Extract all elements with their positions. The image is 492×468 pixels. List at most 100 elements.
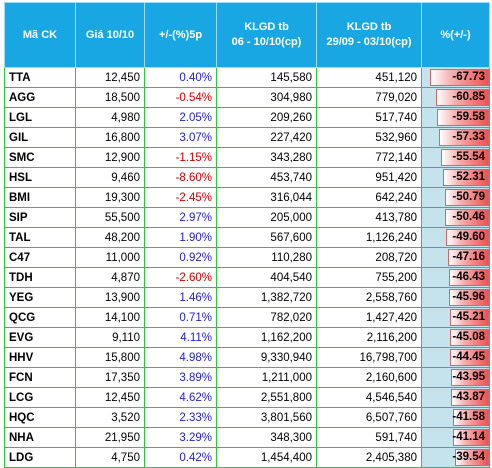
volume-previous-cell: 451,120 [316,67,422,88]
ticker-code: FCN [4,367,76,388]
pct-value: -45.21 [452,311,485,323]
volume-previous-cell: 16,798,700 [316,347,422,368]
change-cell: 0.42% [144,447,217,468]
table-row[interactable]: TTA 12,450 0.40% 145,580 451,120 -67.73 [4,67,490,88]
table-row[interactable]: NHA 21,950 3.29% 348,300 591,740 -41.14 [4,427,490,448]
pct-bar-fill [430,69,489,86]
pct-value: -43.95 [452,371,485,383]
price-cell: 3,520 [75,407,145,428]
volume-current-cell: 145,580 [216,67,317,88]
ticker-code: C47 [4,247,76,268]
pct-bar-cell: -50.79 [421,187,490,208]
table-row[interactable]: LCG 12,450 4.62% 2,551,800 4,546,540 -43.87 [4,387,490,408]
price-cell: 4,980 [75,107,145,128]
table-row[interactable]: SMC 12,900 -1.15% 343,280 772,140 -55.54 [4,147,490,168]
table-row[interactable]: LDG 4,750 0.42% 1,454,400 2,405,380 -39.54 [4,447,490,468]
pct-bar-fill [450,349,489,366]
price-cell: 17,350 [75,367,145,388]
header-volume-current-line1: KLGD tb [244,21,289,33]
pct-bar-fill [444,189,489,206]
volume-current-cell: 9,330,940 [216,347,317,368]
pct-bar-fill [445,209,489,226]
pct-bar-fill [449,329,489,346]
header-row: Mã CK Giá 10/10 +/-(%)5p KLGD tb 06 - 10/… [4,2,490,68]
table-row[interactable]: HSL 9,460 -8.60% 453,740 951,420 -52.31 [4,167,490,188]
table-row[interactable]: YEG 13,900 1.46% 1,382,720 2,558,760 -45.96 [4,287,490,308]
change-cell: 1.90% [144,227,217,248]
volume-current-cell: 209,260 [216,107,317,128]
table-row[interactable]: AGG 18,500 -0.54% 304,980 779,020 -60.85 [4,87,490,108]
pct-value: -50.46 [452,211,485,223]
change-cell: 0.40% [144,67,217,88]
pct-bar-cell: -45.96 [421,287,490,308]
table-row[interactable]: QCG 14,100 0.71% 782,020 1,427,420 -45.21 [4,307,490,328]
pct-bar-cell: -43.87 [421,387,490,408]
price-cell: 12,900 [75,147,145,168]
table-row[interactable]: TAL 48,200 1.90% 567,600 1,126,240 -49.60 [4,227,490,248]
volume-previous-cell: 591,740 [316,427,422,448]
pct-bar-cell: -45.21 [421,307,490,328]
table-row[interactable]: FCN 17,350 3.89% 1,211,000 2,160,600 -43.95 [4,367,490,388]
volume-current-cell: 227,420 [216,127,317,148]
volume-previous-cell: 2,160,600 [316,367,422,388]
pct-bar-fill [439,129,489,146]
ticker-code: TDH [4,267,76,288]
volume-previous-cell: 6,507,760 [316,407,422,428]
volume-current-cell: 348,300 [216,427,317,448]
table-row[interactable]: HHV 15,800 4.98% 9,330,940 16,798,700 -44.45 [4,347,490,368]
pct-bar-cell: -44.45 [421,347,490,368]
table-row[interactable]: LGL 4,980 2.05% 209,260 517,740 -59.58 [4,107,490,128]
price-cell: 48,200 [75,227,145,248]
pct-value: -41.14 [452,431,485,443]
volume-current-cell: 2,551,800 [216,387,317,408]
header-volume-current-line2: 06 - 10/10(cp) [231,36,302,48]
ticker-code: HQC [4,407,76,428]
pct-bar-cell: -50.46 [421,207,490,228]
pct-value: -43.87 [452,391,485,403]
table-row[interactable]: SIP 55,500 2.97% 205,000 413,780 -50.46 [4,207,490,228]
change-cell: -2.45% [144,187,217,208]
change-cell: -2.60% [144,267,217,288]
pct-bar-fill [440,149,489,166]
pct-value: -46.43 [452,271,485,283]
pct-bar-fill [443,169,489,186]
header-change[interactable]: +/-(%)5p [144,2,217,68]
header-volume-current[interactable]: KLGD tb 06 - 10/10(cp) [216,2,317,68]
table-row[interactable]: TDH 4,870 -2.60% 404,540 755,200 -46.43 [4,267,490,288]
volume-previous-cell: 772,140 [316,147,422,168]
change-cell: 0.92% [144,247,217,268]
pct-value: -47.16 [452,251,485,263]
header-code[interactable]: Mã CK [4,2,76,68]
price-cell: 19,300 [75,187,145,208]
pct-value: -67.73 [452,71,485,83]
table-row[interactable]: BMI 19,300 -2.45% 316,044 642,240 -50.79 [4,187,490,208]
header-pct[interactable]: %(+/-) [421,2,490,68]
volume-current-cell: 316,044 [216,187,317,208]
price-cell: 55,500 [75,207,145,228]
table-row[interactable]: HQC 3,520 2.33% 3,801,560 6,507,760 -41.58 [4,407,490,428]
volume-current-cell: 567,600 [216,227,317,248]
header-volume-previous[interactable]: KLGD tb 29/09 - 03/10(cp) [316,2,422,68]
header-volume-previous-line1: KLGD tb [346,21,392,33]
pct-bar-fill [436,89,489,106]
table-row[interactable]: GIL 16,800 3.07% 227,420 532,960 -57.33 [4,127,490,148]
volume-current-cell: 453,740 [216,167,317,188]
volume-previous-cell: 755,200 [316,267,422,288]
pct-bar-cell: -43.95 [421,367,490,388]
change-cell: 3.29% [144,427,217,448]
volume-current-cell: 404,540 [216,267,317,288]
volume-current-cell: 343,280 [216,147,317,168]
table-row[interactable]: C47 11,000 0.92% 110,280 208,720 -47.16 [4,247,490,268]
pct-bar-fill [453,429,489,446]
pct-value: -59.58 [452,111,485,123]
change-cell: 0.71% [144,307,217,328]
volume-current-cell: 110,280 [216,247,317,268]
price-cell: 16,800 [75,127,145,148]
volume-previous-cell: 951,420 [316,167,422,188]
header-price[interactable]: Giá 10/10 [75,2,145,68]
pct-value: -39.54 [452,451,485,463]
table-row[interactable]: EVG 9,110 4.11% 1,162,200 2,116,200 -45.08 [4,327,490,348]
ticker-code: LDG [4,447,76,468]
change-cell: 4.62% [144,387,217,408]
pct-bar-fill [447,249,489,266]
